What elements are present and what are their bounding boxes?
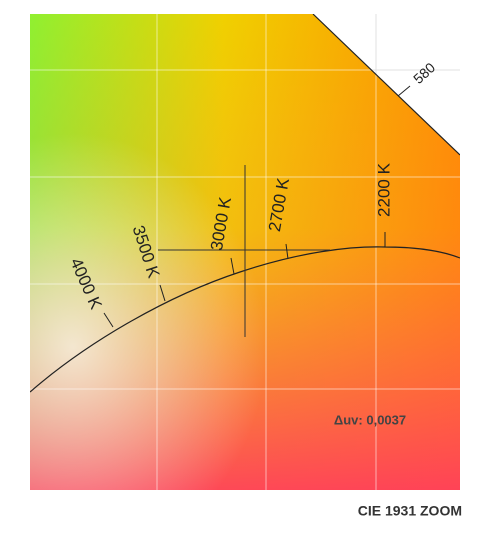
plot-area <box>30 14 460 490</box>
wavelength-tick <box>397 85 411 97</box>
footer: CIE 1931 ZOOM <box>358 503 462 519</box>
spectral-locus <box>312 14 460 156</box>
annotation: Δuv: 0,0037 <box>334 412 406 427</box>
cct-tick <box>285 243 289 260</box>
cct-tick <box>159 284 166 302</box>
cct-tick <box>103 312 114 328</box>
outside-grid <box>370 14 460 75</box>
planckian-locus <box>30 246 460 393</box>
cct-tick <box>230 257 235 275</box>
cct-label: 2200 K <box>374 162 393 217</box>
